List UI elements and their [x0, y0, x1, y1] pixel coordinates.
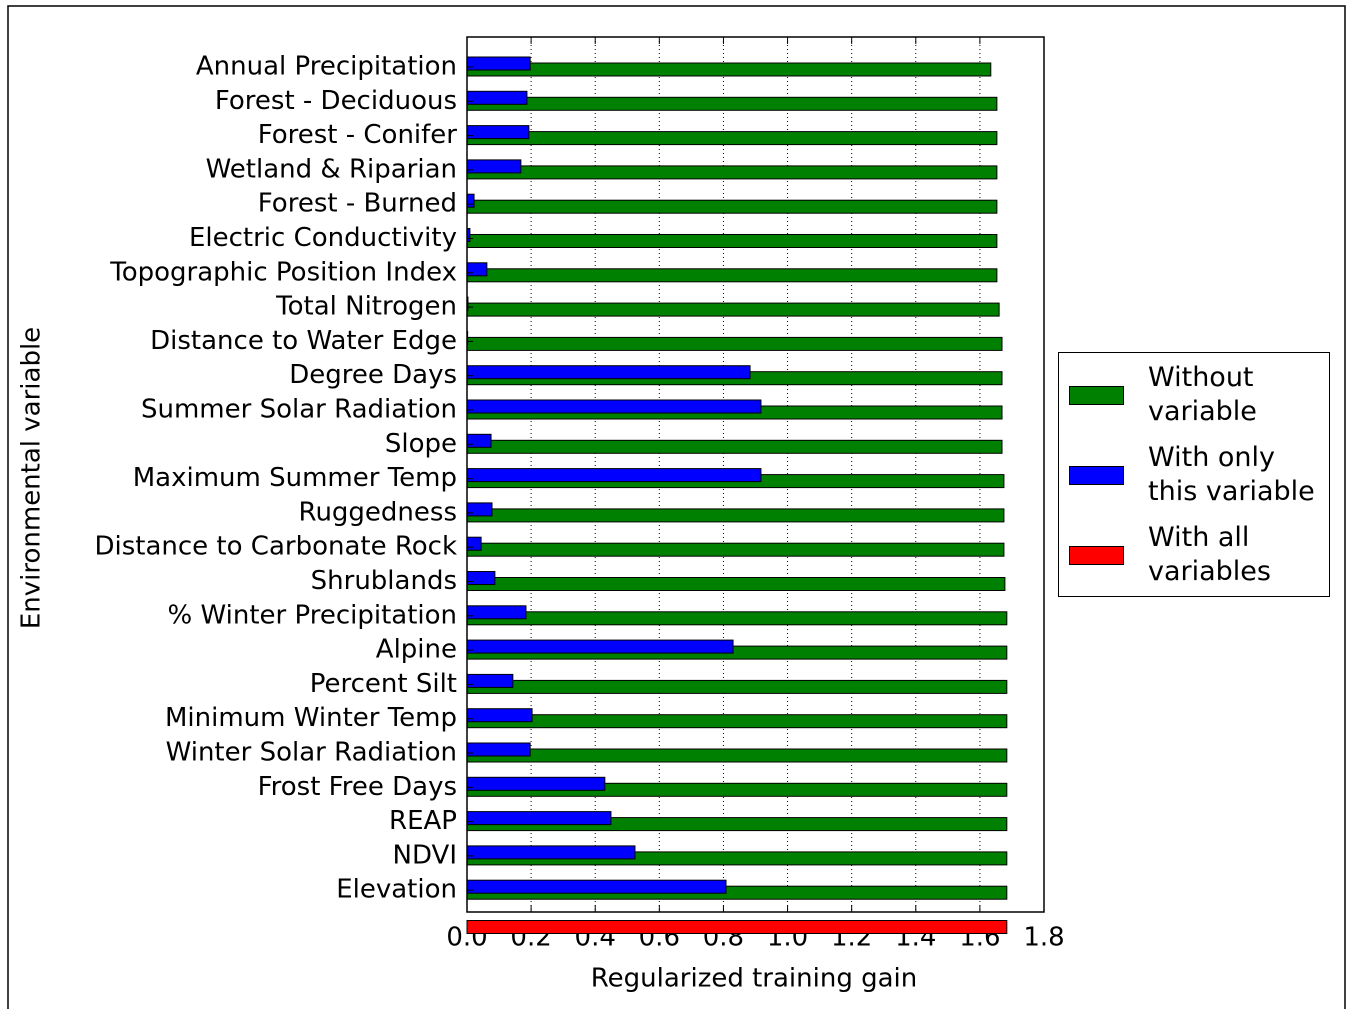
bar — [466, 234, 998, 248]
legend-swatch — [1069, 465, 1124, 485]
bar — [466, 776, 606, 791]
bar — [466, 571, 496, 585]
bar — [466, 62, 992, 77]
bar — [466, 542, 1005, 557]
legend: Without variable With only this variable W… — [1058, 352, 1330, 597]
bar — [466, 845, 636, 860]
bar — [466, 639, 734, 654]
bar — [466, 439, 1003, 454]
legend-label: With all variables — [1148, 522, 1271, 587]
bar — [466, 811, 612, 826]
bar — [466, 365, 751, 380]
bar — [466, 468, 762, 483]
bar — [466, 879, 727, 894]
bar — [466, 536, 482, 551]
legend-label: With only this variable — [1148, 442, 1315, 507]
bar — [466, 159, 522, 174]
y-tick-label: Forest - Deciduous — [215, 86, 457, 116]
y-tick-label: Distance to Carbonate Rock — [94, 532, 457, 562]
bar — [466, 708, 533, 723]
legend-entry: With all variables — [1069, 521, 1326, 589]
y-tick-label: Degree Days — [289, 360, 457, 390]
bar — [466, 502, 493, 517]
bar — [466, 336, 1003, 351]
bar — [466, 268, 998, 283]
bar — [466, 611, 1008, 626]
bar — [466, 199, 998, 214]
bar — [466, 679, 1008, 694]
y-tick-label: NDVI — [393, 840, 457, 870]
x-tick-label: 1.8 — [1023, 923, 1064, 953]
bar — [466, 96, 998, 111]
y-tick-label: Shrublands — [311, 566, 457, 596]
plot-frame — [466, 36, 1045, 913]
y-axis-label: Environmental variable — [17, 327, 47, 629]
y-tick-label: Topographic Position Index — [109, 257, 457, 287]
y-tick-label: Maximum Summer Temp — [133, 463, 457, 493]
legend-entry: Without variable — [1069, 361, 1326, 429]
bar — [466, 577, 1006, 591]
y-tick-label: Forest - Burned — [258, 189, 457, 219]
bar — [466, 90, 528, 105]
bar — [466, 262, 488, 277]
y-tick-label: Distance to Water Edge — [150, 326, 457, 356]
y-tick-label: Alpine — [376, 635, 457, 665]
y-tick-label: Summer Solar Radiation — [141, 395, 457, 425]
x-axis-label: Regularized training gain — [591, 964, 918, 994]
bar — [466, 125, 530, 140]
bar — [466, 433, 492, 448]
frame — [7, 5, 1346, 1009]
bar — [466, 399, 762, 414]
y-tick-label: Winter Solar Radiation — [166, 738, 457, 768]
legend-label: Without variable — [1148, 362, 1257, 427]
bar — [466, 56, 531, 71]
y-tick-label: Annual Precipitation — [196, 52, 457, 82]
legend-entry: With only this variable — [1069, 441, 1326, 509]
bar — [466, 302, 1000, 317]
bar — [466, 920, 1008, 934]
y-tick-label: Total Nitrogen — [275, 292, 457, 322]
bar — [466, 131, 998, 146]
y-tick-label: Elevation — [336, 875, 457, 905]
bar — [466, 748, 1008, 763]
bar — [466, 673, 514, 688]
y-tick-label: Minimum Winter Temp — [165, 703, 457, 733]
bar — [466, 714, 1008, 729]
y-tick-label: Wetland & Riparian — [206, 154, 457, 184]
bar — [466, 508, 1005, 523]
legend-swatch — [1069, 385, 1124, 405]
bar — [466, 605, 527, 620]
y-tick-label: Percent Silt — [310, 669, 457, 699]
bar — [466, 165, 998, 180]
y-tick-label: % Winter Precipitation — [168, 600, 457, 630]
y-tick-label: REAP — [389, 806, 457, 836]
bar — [466, 742, 531, 757]
legend-swatch — [1069, 545, 1124, 565]
y-tick-label: Electric Conductivity — [189, 223, 457, 253]
y-tick-label: Slope — [385, 429, 457, 459]
y-tick-label: Frost Free Days — [258, 772, 457, 802]
y-tick-label: Forest - Conifer — [258, 120, 458, 150]
y-tick-label: Ruggedness — [299, 497, 457, 527]
bar — [466, 193, 475, 208]
